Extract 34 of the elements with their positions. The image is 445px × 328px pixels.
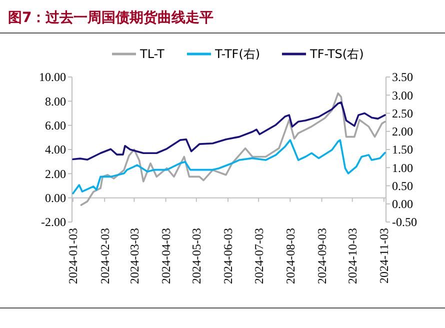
y-tick-label: 0.00 xyxy=(45,191,66,206)
x-tick-label: 2024-04-03 xyxy=(158,228,173,284)
x-tick-label: 2024-03-03 xyxy=(127,228,142,284)
y-tick-label: 4.00 xyxy=(45,142,66,157)
y2-tick-label: 3.50 xyxy=(392,70,413,84)
x-tick-label: 2024-10-03 xyxy=(346,228,360,284)
y2-tick-label: 1.50 xyxy=(392,142,413,157)
line-series xyxy=(80,92,386,206)
x-tick-label: 2024-08-03 xyxy=(283,228,298,284)
y2-tick-label: 0.00 xyxy=(392,197,413,212)
y2-tick-label: 2.50 xyxy=(392,106,413,120)
legend-label: T-TF(右) xyxy=(214,47,260,62)
x-tick-label: 2024-09-03 xyxy=(314,228,329,284)
legend-label: TF-TS(右) xyxy=(309,47,364,62)
line-series xyxy=(72,139,386,194)
line-series xyxy=(72,101,386,161)
y2-tick-label: 1.00 xyxy=(392,160,413,175)
x-tick-label: 2024-01-03 xyxy=(66,228,80,284)
y2-tick-label: 2.00 xyxy=(392,124,413,139)
y-tick-label: 2.00 xyxy=(45,166,66,181)
x-tick-label: 2024-06-03 xyxy=(221,228,236,284)
chart-title: 图7：过去一周国债期货曲线走平 xyxy=(8,10,214,26)
x-tick-label: 2024-02-03 xyxy=(98,228,112,284)
y2-tick-label: 0.50 xyxy=(392,178,413,193)
x-tick-label: 2024-11-03 xyxy=(377,228,392,284)
legend-label: TL-T xyxy=(139,47,166,62)
x-tick-label: 2024-05-03 xyxy=(190,228,204,284)
y2-tick-label: 3.00 xyxy=(392,88,413,102)
x-tick-label: 2024-07-03 xyxy=(252,228,266,284)
y2-tick-label: -0.50 xyxy=(392,215,417,230)
y-tick-label: -2.00 xyxy=(41,215,66,230)
y-tick-label: 10.00 xyxy=(39,70,66,84)
y-tick-label: 6.00 xyxy=(45,118,66,133)
y-tick-label: 8.00 xyxy=(45,94,66,108)
